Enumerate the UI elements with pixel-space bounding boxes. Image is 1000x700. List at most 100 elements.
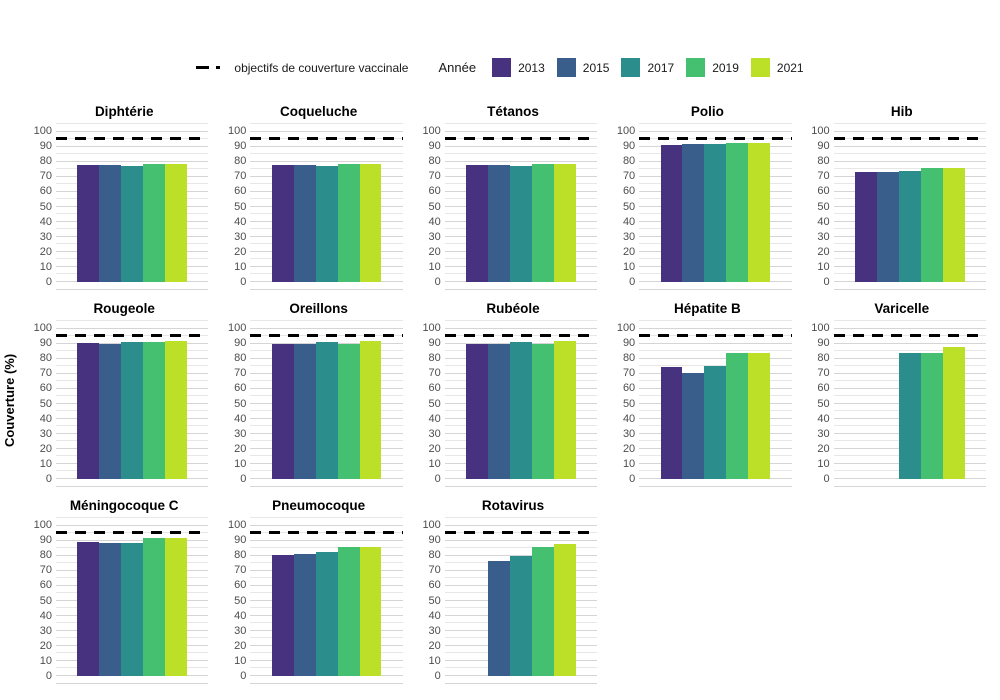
y-tick-label: 30: [622, 427, 636, 440]
bar-slot-2017: [315, 124, 338, 282]
y-tick-label: 0: [45, 472, 52, 485]
bar-2015: [293, 164, 316, 282]
goal-line: [444, 137, 598, 140]
bar-slot-2019: [337, 124, 360, 282]
goal-line: [250, 334, 403, 337]
bar-slot-2021: [359, 321, 382, 479]
bar-slot-2021: [553, 518, 576, 676]
y-axis-ticks: 0 10 20 30 40 50 60 70 80 90 100: [224, 518, 250, 684]
bar-2017: [704, 144, 727, 282]
y-tick-label: 60: [39, 185, 52, 198]
gridline-minor: [833, 320, 986, 321]
bar-2013: [466, 164, 489, 282]
plot-area: [250, 320, 403, 487]
panel-body: 0 10 20 30 40 50 60 70 80 90 100: [30, 123, 218, 290]
y-tick-label: 90: [39, 534, 52, 547]
y-tick-label: 70: [428, 170, 441, 183]
bars-group: [77, 321, 188, 479]
y-tick-label: 0: [240, 669, 247, 682]
bar-2013: [660, 145, 683, 282]
bar-2021: [165, 538, 188, 676]
bars-group: [271, 124, 382, 282]
y-tick-label: 100: [33, 519, 52, 532]
y-tick-label: 70: [234, 367, 247, 380]
y-axis-ticks: 0 10 20 30 40 50 60 70 80 90 100: [30, 518, 56, 684]
bar-2019: [143, 342, 166, 479]
legend-swatch-2015: [556, 58, 576, 77]
y-tick-label: 0: [240, 275, 247, 288]
y-tick-label: 80: [428, 549, 441, 562]
bar-slot-2013: [660, 321, 683, 479]
bar-slot-2015: [99, 321, 122, 479]
y-tick-label: 20: [234, 442, 247, 455]
y-tick-label: 40: [39, 215, 52, 228]
bar-slot-2017: [121, 518, 144, 676]
y-tick-label: 90: [39, 140, 52, 153]
gridline-minor: [250, 320, 403, 321]
bar-slot-2013: [271, 124, 294, 282]
panel-title: Méningocoque C: [69, 498, 179, 513]
plot-area: [56, 517, 209, 684]
gridline-minor: [444, 517, 598, 518]
gridline-major: [639, 357, 792, 359]
y-tick-label: 80: [428, 155, 441, 168]
y-tick-label: 90: [817, 337, 830, 350]
gridline-major: [639, 327, 792, 329]
bar-slot-2021: [165, 321, 188, 479]
bar-2015: [99, 164, 122, 282]
bar-2013: [271, 343, 294, 479]
bar-2015: [488, 560, 511, 676]
y-tick-label: 40: [428, 215, 441, 228]
y-tick-label: 20: [817, 442, 830, 455]
y-tick-label: 20: [39, 442, 52, 455]
y-tick-label: 40: [428, 412, 441, 425]
legend-entry-label: 2013: [518, 60, 545, 75]
panel-title: Hépatite B: [674, 301, 741, 316]
y-tick-label: 40: [39, 412, 52, 425]
legend-entry-label: 2019: [712, 60, 739, 75]
panel-title: Rougeole: [93, 301, 155, 316]
y-tick-label: 100: [228, 519, 247, 532]
y-tick-label: 30: [428, 230, 441, 243]
y-tick-label: 60: [234, 382, 247, 395]
y-tick-label: 30: [428, 427, 441, 440]
goal-line: [444, 531, 598, 534]
y-tick-label: 20: [428, 639, 441, 652]
y-tick-label: 0: [629, 472, 636, 485]
bar-slot-2015: [293, 321, 316, 479]
bar-slot-2013: [466, 124, 489, 282]
bar-slot-2019: [531, 321, 554, 479]
plot-area: [56, 123, 209, 290]
bar-slot-2019: [337, 518, 360, 676]
panel-body: 0 10 20 30 40 50 60 70 80 90 100: [419, 320, 607, 487]
y-tick-label: 90: [622, 140, 636, 153]
y-tick-label: 30: [234, 230, 247, 243]
gridline-major: [833, 160, 986, 162]
goal-line: [56, 531, 209, 534]
bars-group: [855, 321, 965, 479]
gridline-minor: [444, 320, 598, 321]
y-tick-label: 60: [622, 382, 636, 395]
y-tick-label: 80: [817, 155, 830, 168]
bar-slot-2015: [488, 518, 511, 676]
plot-area: [833, 320, 986, 487]
legend-entry-label: 2017: [647, 60, 675, 75]
goal-line: [833, 137, 986, 140]
gridline-major: [444, 327, 598, 329]
bar-slot-2013: [77, 321, 100, 479]
y-tick-label: 100: [616, 125, 636, 138]
bar-2013: [77, 542, 100, 676]
bar-2015: [293, 344, 316, 479]
panel-body: 0 10 20 30 40 50 60 70 80 90 100: [808, 123, 996, 290]
bar-slot-2017: [898, 124, 921, 282]
y-tick-label: 60: [817, 382, 830, 395]
panel-rotavirus: Rotavirus 0 10 20 30 40 50 60 70 80 90 100: [419, 498, 607, 684]
bars-group: [271, 518, 382, 676]
panel-body: 0 10 20 30 40 50 60 70 80 90 100: [224, 320, 412, 487]
bar-slot-2019: [143, 124, 166, 282]
gridline-major: [56, 524, 209, 526]
legend-entry-2013: 2013: [492, 58, 545, 77]
y-axis-ticks: 0 10 20 30 40 50 60 70 80 90 100: [419, 321, 445, 487]
y-tick-label: 80: [622, 155, 636, 168]
bar-slot-2015: [293, 124, 316, 282]
